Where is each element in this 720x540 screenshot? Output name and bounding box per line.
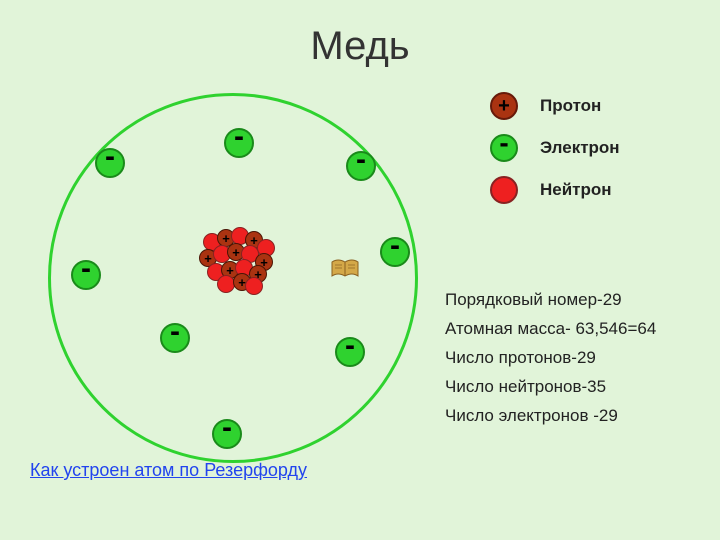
info-neutrons: Число нейтронов-35	[445, 377, 656, 397]
legend-row-electron: - Электрон	[490, 134, 620, 162]
orbit-electron: -	[224, 128, 254, 158]
nucleus-neutron	[245, 277, 263, 295]
proton-icon: +	[490, 92, 518, 120]
legend-label-proton: Протон	[540, 96, 601, 116]
legend: + Протон - Электрон Нейтрон	[490, 92, 620, 218]
info-protons: Число протонов-29	[445, 348, 656, 368]
orbit-electron: -	[346, 151, 376, 181]
page-title: Медь	[0, 24, 720, 69]
rutherford-link[interactable]: Как устроен атом по Резерфорду	[30, 460, 307, 481]
legend-label-electron: Электрон	[540, 138, 620, 158]
electron-icon: -	[490, 134, 518, 162]
legend-row-proton: + Протон	[490, 92, 620, 120]
neutron-icon	[490, 176, 518, 204]
orbit-electron: -	[160, 323, 190, 353]
orbit-electron: -	[95, 148, 125, 178]
info-electrons: Число электронов -29	[445, 406, 656, 426]
legend-label-neutron: Нейтрон	[540, 180, 612, 200]
legend-row-neutron: Нейтрон	[490, 176, 620, 204]
orbit-electron: -	[380, 237, 410, 267]
orbit-electron: -	[335, 337, 365, 367]
atom-info: Порядковый номер-29 Атомная масса- 63,54…	[445, 290, 656, 435]
info-atomic-mass: Атомная масса- 63,546=64	[445, 319, 656, 339]
orbit-electron: -	[212, 419, 242, 449]
book-icon	[330, 258, 360, 280]
info-atomic-number: Порядковый номер-29	[445, 290, 656, 310]
orbit-electron: -	[71, 260, 101, 290]
